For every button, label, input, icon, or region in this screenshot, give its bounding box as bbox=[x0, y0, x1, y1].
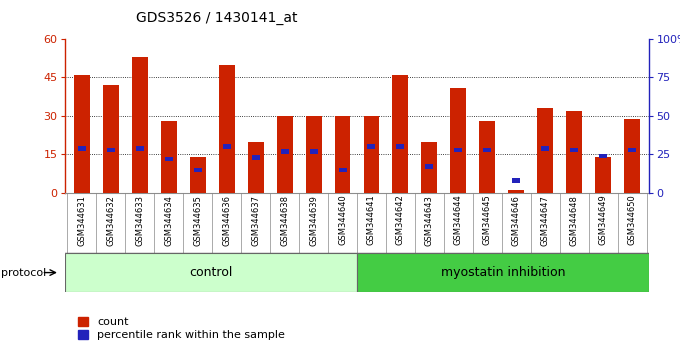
Bar bbox=[132, 57, 148, 193]
Text: GSM344646: GSM344646 bbox=[512, 195, 521, 246]
Bar bbox=[479, 121, 495, 193]
Bar bbox=[512, 178, 520, 183]
Bar bbox=[65, 253, 357, 292]
Text: GSM344638: GSM344638 bbox=[280, 195, 289, 246]
Bar bbox=[305, 116, 322, 193]
Text: GSM344631: GSM344631 bbox=[78, 195, 86, 246]
Bar bbox=[223, 144, 231, 149]
Bar bbox=[335, 116, 350, 193]
Text: myostatin inhibition: myostatin inhibition bbox=[441, 266, 566, 279]
Text: GDS3526 / 1430141_at: GDS3526 / 1430141_at bbox=[136, 11, 298, 25]
Bar bbox=[364, 116, 379, 193]
Bar bbox=[136, 146, 144, 150]
Bar bbox=[483, 148, 491, 152]
Bar bbox=[190, 157, 206, 193]
Bar bbox=[161, 121, 177, 193]
Bar bbox=[541, 146, 549, 150]
Bar bbox=[194, 167, 202, 172]
Bar bbox=[107, 148, 115, 152]
Bar bbox=[367, 144, 375, 149]
Bar bbox=[309, 149, 318, 154]
Text: GSM344634: GSM344634 bbox=[165, 195, 173, 246]
Text: GSM344648: GSM344648 bbox=[570, 195, 579, 246]
Bar bbox=[277, 116, 292, 193]
Text: GSM344637: GSM344637 bbox=[251, 195, 260, 246]
Text: GSM344635: GSM344635 bbox=[193, 195, 202, 246]
Bar bbox=[248, 142, 264, 193]
Text: GSM344643: GSM344643 bbox=[425, 195, 434, 246]
Bar bbox=[74, 75, 90, 193]
Bar bbox=[422, 142, 437, 193]
Bar bbox=[426, 165, 433, 169]
Bar bbox=[628, 148, 636, 152]
Bar bbox=[508, 190, 524, 193]
Bar bbox=[537, 108, 553, 193]
Text: GSM344644: GSM344644 bbox=[454, 195, 463, 245]
Text: control: control bbox=[189, 266, 233, 279]
Text: GSM344639: GSM344639 bbox=[309, 195, 318, 246]
Text: GSM344642: GSM344642 bbox=[396, 195, 405, 245]
Bar bbox=[599, 154, 607, 158]
Text: protocol: protocol bbox=[1, 268, 47, 278]
Bar bbox=[339, 167, 347, 172]
Bar bbox=[281, 149, 288, 154]
Bar bbox=[396, 144, 405, 149]
Text: GSM344640: GSM344640 bbox=[338, 195, 347, 245]
Bar bbox=[165, 157, 173, 161]
Text: GSM344647: GSM344647 bbox=[541, 195, 549, 246]
Bar bbox=[566, 111, 582, 193]
Bar bbox=[392, 75, 409, 193]
Text: GSM344641: GSM344641 bbox=[367, 195, 376, 245]
Bar bbox=[103, 85, 119, 193]
Text: GSM344650: GSM344650 bbox=[628, 195, 636, 245]
Text: GSM344645: GSM344645 bbox=[483, 195, 492, 245]
Bar bbox=[219, 65, 235, 193]
Bar bbox=[570, 148, 578, 152]
Legend: count, percentile rank within the sample: count, percentile rank within the sample bbox=[73, 312, 289, 345]
Bar bbox=[624, 119, 640, 193]
Bar bbox=[78, 146, 86, 150]
Text: GSM344632: GSM344632 bbox=[107, 195, 116, 246]
Text: GSM344633: GSM344633 bbox=[135, 195, 144, 246]
Bar bbox=[454, 148, 462, 152]
Bar bbox=[252, 155, 260, 160]
Text: GSM344649: GSM344649 bbox=[598, 195, 607, 245]
Bar bbox=[595, 157, 611, 193]
Bar bbox=[357, 253, 649, 292]
Bar bbox=[450, 88, 466, 193]
Text: GSM344636: GSM344636 bbox=[222, 195, 231, 246]
